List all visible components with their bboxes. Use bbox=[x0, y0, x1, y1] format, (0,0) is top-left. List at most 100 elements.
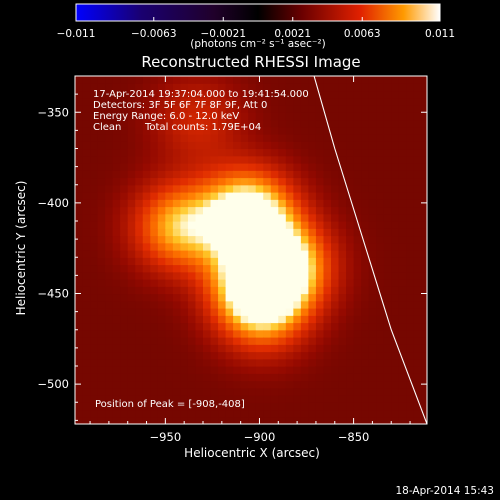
heatmap-cell bbox=[180, 155, 189, 164]
heatmap-cell bbox=[142, 199, 151, 208]
heatmap-cell bbox=[300, 228, 310, 237]
heatmap-cell bbox=[195, 395, 204, 403]
heatmap-cell bbox=[413, 184, 422, 193]
heatmap-cell bbox=[346, 344, 355, 353]
heatmap-cell bbox=[376, 170, 385, 179]
heatmap-cell bbox=[142, 155, 151, 164]
heatmap-cell bbox=[285, 221, 294, 229]
heatmap-cell bbox=[315, 380, 325, 389]
heatmap-cell bbox=[263, 322, 272, 331]
heatmap-cell bbox=[142, 228, 151, 237]
heatmap-cell bbox=[210, 337, 219, 345]
heatmap-cell bbox=[90, 199, 99, 208]
heatmap-cell bbox=[338, 395, 347, 403]
heatmap-cell bbox=[218, 257, 227, 266]
heatmap-cell bbox=[263, 250, 272, 258]
heatmap-cell bbox=[157, 322, 166, 331]
heatmap-cell bbox=[180, 90, 189, 99]
heatmap-cell bbox=[218, 199, 227, 208]
heatmap-cell bbox=[233, 373, 242, 382]
heatmap-cell bbox=[105, 242, 114, 251]
heatmap-cell bbox=[82, 358, 91, 367]
heatmap-cell bbox=[105, 184, 114, 193]
heatmap-cell bbox=[353, 221, 362, 229]
heatmap-cell bbox=[376, 308, 385, 316]
heatmap-cell bbox=[323, 163, 332, 171]
heatmap-cell bbox=[398, 112, 407, 121]
heatmap-cell bbox=[376, 235, 385, 244]
heatmap-cell bbox=[361, 90, 370, 99]
heatmap-cell bbox=[210, 184, 219, 193]
heatmap-cell bbox=[82, 308, 91, 316]
heatmap-cell bbox=[120, 315, 129, 324]
heatmap-cell bbox=[263, 242, 272, 251]
heatmap-cell bbox=[90, 351, 99, 360]
heatmap-cell bbox=[180, 97, 189, 106]
heatmap-cell bbox=[248, 315, 257, 324]
heatmap-cell bbox=[398, 271, 407, 280]
heatmap-cell bbox=[120, 402, 129, 411]
heatmap-cell bbox=[142, 112, 151, 121]
heatmap-cell bbox=[172, 395, 182, 403]
heatmap-cell bbox=[278, 387, 287, 396]
heatmap-cell bbox=[210, 163, 219, 171]
heatmap-cell bbox=[278, 329, 287, 338]
heatmap-cell bbox=[180, 206, 189, 215]
heatmap-cell bbox=[105, 134, 114, 142]
heatmap-cell bbox=[270, 213, 279, 222]
heatmap-cell bbox=[240, 402, 249, 411]
heatmap-cell bbox=[157, 184, 166, 193]
heatmap-cell bbox=[75, 83, 84, 92]
heatmap-cell bbox=[413, 329, 422, 338]
heatmap-cell bbox=[421, 213, 427, 222]
heatmap-cell bbox=[406, 329, 415, 338]
heatmap-cell bbox=[248, 221, 257, 229]
heatmap-cell bbox=[413, 177, 422, 186]
heatmap-cell bbox=[323, 322, 332, 331]
heatmap-cell bbox=[361, 322, 370, 331]
heatmap-cell bbox=[127, 76, 136, 84]
heatmap-cell bbox=[195, 351, 204, 360]
heatmap-cell bbox=[300, 300, 310, 309]
heatmap-cell bbox=[165, 141, 174, 150]
heatmap-cell bbox=[75, 242, 84, 251]
heatmap-cell bbox=[323, 213, 332, 222]
heatmap-cell bbox=[90, 235, 99, 244]
heatmap-cell bbox=[338, 315, 347, 324]
heatmap-cell bbox=[135, 373, 144, 382]
heatmap-cell bbox=[105, 257, 114, 266]
heatmap-cell bbox=[368, 206, 377, 215]
heatmap-cell bbox=[142, 90, 151, 99]
colorbar-tick-label: −0.0021 bbox=[200, 28, 246, 40]
heatmap-cell bbox=[225, 402, 234, 411]
heatmap-cell bbox=[142, 271, 151, 280]
heatmap-cell bbox=[323, 170, 332, 179]
heatmap-cell bbox=[172, 242, 182, 251]
heatmap-cell bbox=[150, 228, 159, 237]
heatmap-cell bbox=[368, 366, 377, 374]
heatmap-cell bbox=[263, 380, 272, 389]
heatmap-cell bbox=[346, 141, 355, 150]
heatmap-cell bbox=[150, 83, 159, 92]
heatmap-cell bbox=[323, 337, 332, 345]
heatmap-cell bbox=[346, 409, 355, 418]
heatmap-cell bbox=[361, 337, 370, 345]
heatmap-cell bbox=[172, 337, 182, 345]
heatmap-cell bbox=[376, 126, 385, 135]
heatmap-cell bbox=[203, 235, 212, 244]
heatmap-cell bbox=[308, 213, 317, 222]
heatmap-cell bbox=[105, 148, 114, 157]
heatmap-cell bbox=[210, 286, 219, 295]
heatmap-cell bbox=[323, 126, 332, 135]
heatmap-cell bbox=[421, 264, 427, 273]
heatmap-cell bbox=[338, 337, 347, 345]
heatmap-cell bbox=[210, 409, 219, 418]
heatmap-cell bbox=[331, 97, 340, 106]
heatmap-cell bbox=[300, 322, 310, 331]
heatmap-cell bbox=[218, 192, 227, 200]
heatmap-cell bbox=[248, 148, 257, 157]
heatmap-cell bbox=[150, 264, 159, 273]
heatmap-cell bbox=[233, 97, 242, 106]
heatmap-cell bbox=[413, 148, 422, 157]
heatmap-cell bbox=[172, 329, 182, 338]
